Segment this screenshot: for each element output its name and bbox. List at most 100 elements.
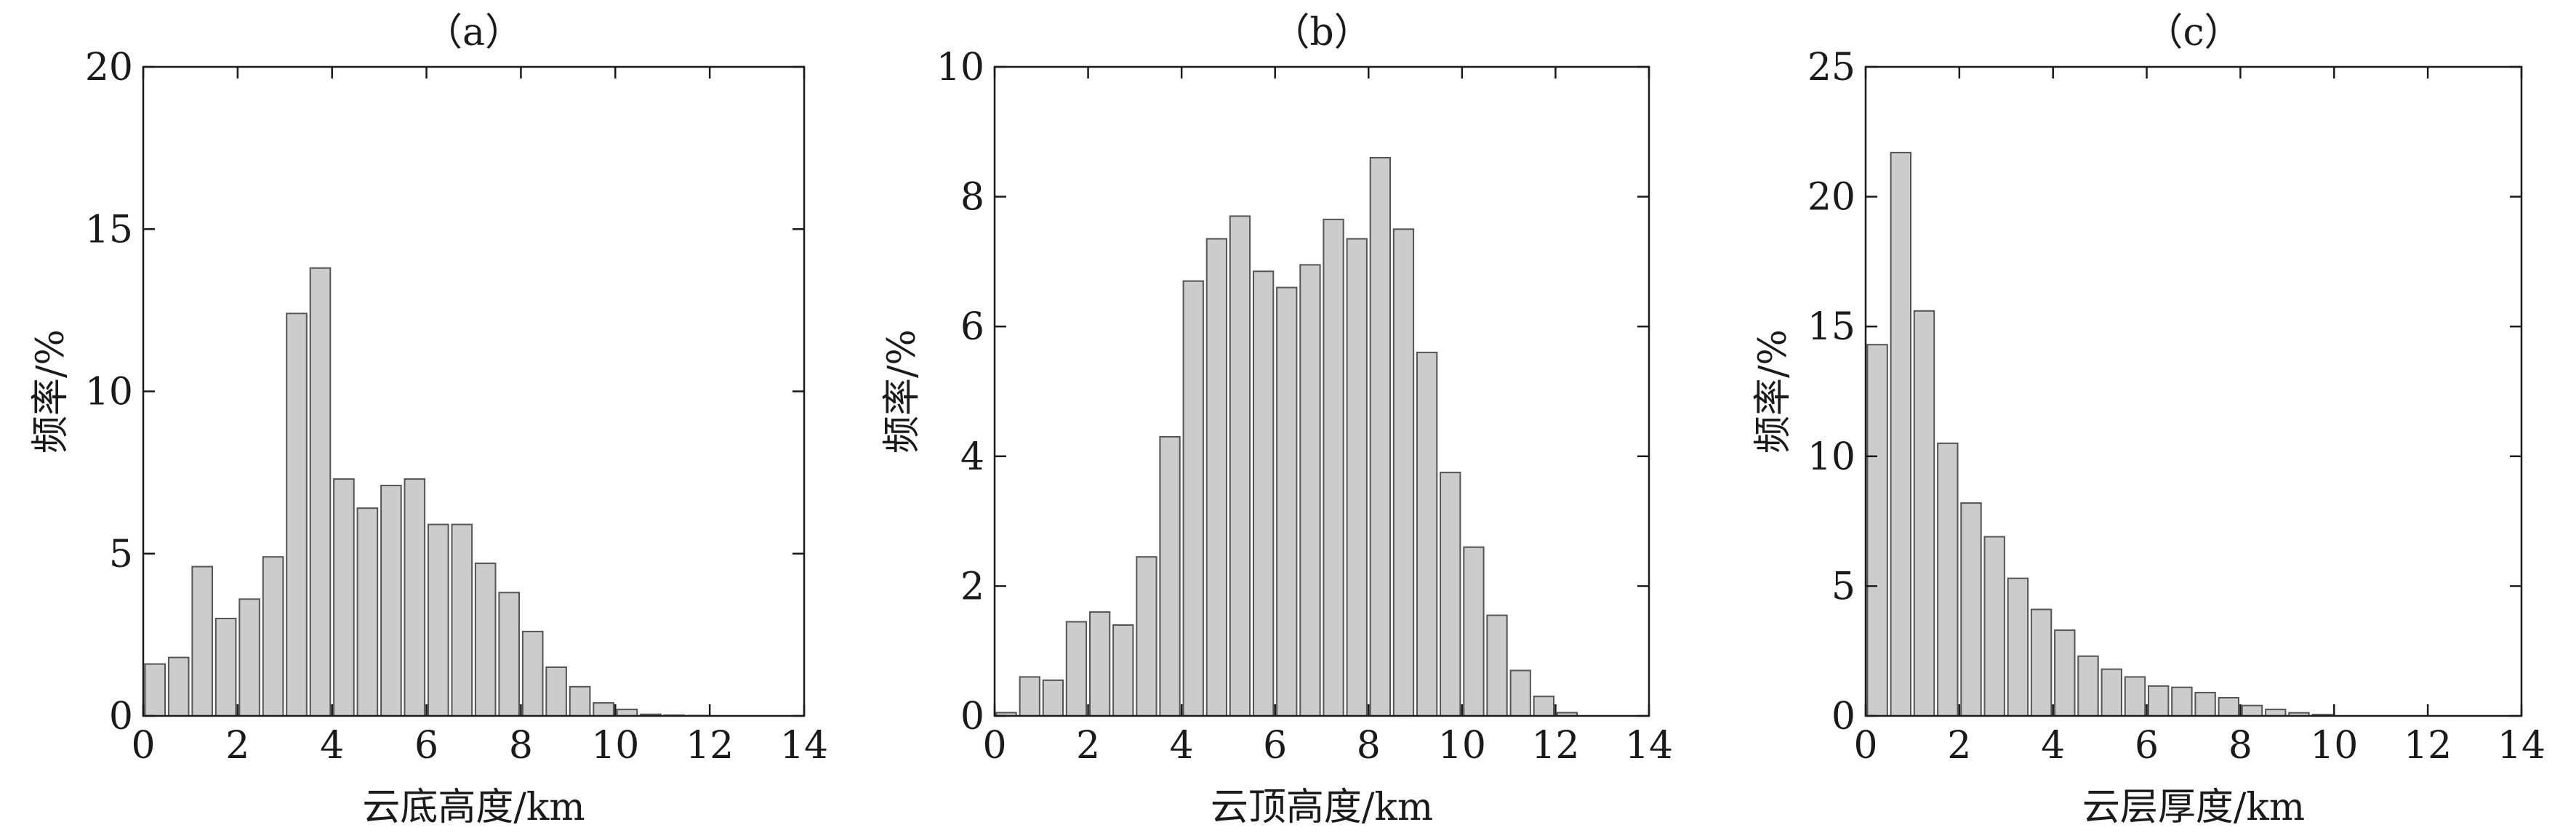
- panel-b-bar-11: [1253, 270, 1275, 717]
- panel-c-x-tick-label-7: 14: [2497, 724, 2545, 768]
- panel-b-ticks: 0 2 4 6 8 10 12 14 0 2 4 6 8 10: [936, 46, 1673, 768]
- panel-a-bar-14: [474, 563, 497, 717]
- panel-b-bar-17: [1392, 228, 1415, 717]
- panel-b-title: （b）: [1272, 11, 1371, 55]
- panel-b-x-tick-label-4: 8: [1357, 724, 1381, 768]
- panel-a-y-tick-label-1: 5: [109, 533, 133, 576]
- panel-b-y-axis-label: 频率/%: [880, 329, 924, 454]
- panel-c-bar-17: [2265, 709, 2287, 717]
- panel-a-x-tick-label-7: 14: [780, 724, 828, 768]
- panel-b-x-tick-label-1: 2: [1076, 724, 1100, 768]
- panel-a-y-tick-label-3: 15: [85, 208, 133, 251]
- panel-c-x-tick-label-3: 6: [2135, 724, 2159, 768]
- panel-a-bar-16: [521, 630, 544, 717]
- panel-a-bar-18: [569, 685, 591, 717]
- panel-c-x-tick-label-5: 10: [2310, 724, 2358, 768]
- panel-c-ticks: 0 2 4 6 8 10 12 14 0 5 10 15 20 25: [1807, 46, 2545, 768]
- panel-b-bar-3: [1065, 621, 1088, 717]
- panel-a-bar-8: [333, 478, 355, 717]
- panel-b-bar-16: [1369, 157, 1391, 717]
- panel-a-x-tick-label-5: 10: [591, 724, 639, 768]
- panel-a-bar-0: [144, 663, 166, 717]
- panel-c-y-tick-label-2: 10: [1807, 435, 1855, 479]
- panel-c-title: （c）: [2145, 11, 2242, 55]
- panel-b-bar-5: [1112, 624, 1134, 717]
- panel-c-y-tick-label-1: 5: [1831, 565, 1855, 608]
- panel-a-bar-1: [167, 656, 190, 717]
- panel-c: （c） 0 2 4 6 8 10 12 14 0 5 10 15 20 25 云层厚度/km 频率/%: [1752, 11, 2545, 829]
- panel-b-bar-9: [1205, 238, 1227, 717]
- panel-a-x-tick-label-1: 2: [225, 724, 249, 768]
- panel-c-bars: [1866, 151, 2333, 717]
- panel-b-bar-10: [1229, 215, 1251, 717]
- panel-a-y-tick-label-2: 10: [85, 371, 133, 414]
- panel-b-bar-21: [1486, 614, 1508, 717]
- panel-c-bar-13: [2171, 686, 2193, 717]
- panel-b-y-tick-label-3: 6: [960, 305, 984, 349]
- panel-a-x-tick-label-0: 0: [131, 724, 155, 768]
- panel-c-bar-15: [2218, 697, 2240, 717]
- panel-c-bar-11: [2124, 676, 2146, 717]
- panel-a-x-tick-label-6: 12: [686, 724, 734, 768]
- panel-b-bars: [995, 157, 1578, 717]
- panel-a-bar-15: [498, 592, 521, 717]
- panel-b-y-tick-label-0: 0: [960, 695, 984, 738]
- panel-b-x-tick-label-6: 12: [1531, 724, 1579, 768]
- panel-b-bar-18: [1416, 351, 1438, 717]
- panel-b-x-tick-label-3: 6: [1263, 724, 1287, 768]
- panel-b-bar-19: [1440, 472, 1461, 717]
- panel-a-bar-19: [593, 702, 614, 717]
- panel-c-bar-3: [1937, 442, 1959, 717]
- panel-b-bar-2: [1042, 679, 1064, 717]
- panel-b-y-tick-label-2: 4: [960, 435, 984, 479]
- panel-b-frame: [993, 65, 1650, 717]
- panel-c-bar-1: [1890, 151, 1912, 717]
- panel-b-x-tick-label-0: 0: [982, 724, 1006, 768]
- panel-c-bar-8: [2054, 629, 2076, 717]
- panel-c-bar-6: [2007, 577, 2029, 717]
- panel-c-x-axis-label: 云层厚度/km: [2082, 786, 2305, 829]
- panel-b-bar-22: [1509, 669, 1531, 717]
- panel-c-bar-10: [2100, 668, 2123, 717]
- panel-c-bar-2: [1913, 310, 1935, 717]
- panel-a-title: （a）: [425, 11, 523, 55]
- panel-b-y-tick-label-4: 8: [960, 176, 984, 219]
- panel-c-x-tick-label-1: 2: [1947, 724, 1971, 768]
- panel-a-x-axis-label: 云底高度/km: [362, 786, 585, 829]
- panel-b-x-tick-label-7: 14: [1625, 724, 1673, 768]
- panel-c-bar-9: [2077, 655, 2099, 717]
- panel-c-y-tick-label-3: 15: [1807, 305, 1855, 349]
- panel-a-bar-9: [356, 507, 379, 717]
- panel-b-bar-8: [1182, 280, 1204, 717]
- panel-c-bar-14: [2194, 691, 2216, 717]
- panel-c-x-tick-label-0: 0: [1853, 724, 1877, 768]
- panel-c-bar-7: [2030, 608, 2053, 717]
- panel-b-x-tick-label-2: 4: [1170, 724, 1194, 768]
- panel-a-x-tick-label-3: 6: [414, 724, 438, 768]
- panel-b-bar-1: [1019, 676, 1040, 717]
- panel-c-x-tick-label-2: 4: [2041, 724, 2065, 768]
- panel-b-x-tick-label-5: 10: [1438, 724, 1486, 768]
- panel-c-x-tick-label-4: 8: [2228, 724, 2252, 768]
- panel-c-y-axis-label: 频率/%: [1752, 329, 1795, 454]
- panel-b-y-tick-label-1: 2: [960, 565, 984, 608]
- panel-c-y-tick-label-5: 25: [1807, 46, 1855, 89]
- panel-a-bar-10: [380, 485, 402, 717]
- panel-c-frame: [1864, 65, 2523, 717]
- panel-a-bar-17: [545, 666, 567, 717]
- panel-a-bar-13: [451, 523, 473, 717]
- panel-a-y-axis-label: 频率/%: [29, 329, 73, 454]
- panel-c-bar-0: [1866, 344, 1888, 717]
- panel-a-bars: [144, 267, 709, 717]
- panel-a-bar-20: [616, 709, 638, 717]
- panel-a-bar-5: [262, 556, 284, 717]
- panel-a-y-tick-label-4: 20: [85, 46, 133, 89]
- panel-b-bar-15: [1346, 238, 1368, 717]
- panel-b-bar-12: [1276, 286, 1298, 717]
- panel-b-y-tick-label-5: 10: [936, 46, 984, 89]
- panel-b-x-axis-label: 云顶高度/km: [1211, 786, 1433, 829]
- panel-b-bar-4: [1089, 611, 1111, 717]
- panel-a-bar-11: [404, 478, 426, 717]
- panel-b-bar-23: [1533, 696, 1554, 717]
